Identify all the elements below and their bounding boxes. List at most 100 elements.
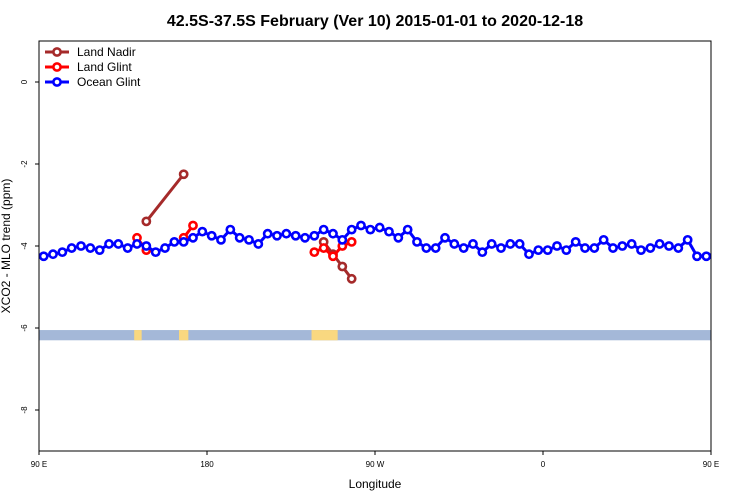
data-point	[94, 245, 105, 255]
data-point	[617, 241, 628, 251]
data-point	[692, 251, 702, 262]
data-point	[272, 230, 282, 241]
data-point	[402, 224, 413, 235]
data-point	[206, 230, 217, 241]
data-point	[122, 243, 133, 253]
data-point	[514, 239, 525, 249]
data-point	[169, 236, 180, 247]
data-point	[188, 220, 198, 231]
data-point	[477, 247, 488, 258]
data-point	[290, 230, 301, 241]
data-point	[253, 239, 264, 249]
x-axis: 90 E 180 90 W 0 90 E	[31, 451, 719, 469]
y-axis-label: XCO2 - MLO trend (ppm)	[0, 179, 13, 314]
data-point	[458, 243, 469, 253]
data-point	[150, 247, 161, 258]
data-point	[328, 251, 338, 262]
data-point	[384, 226, 394, 237]
y-tick-label: -2	[20, 160, 29, 168]
data-point	[160, 243, 170, 253]
legend-marker	[52, 62, 62, 72]
data-point	[533, 245, 544, 255]
data-point	[188, 232, 198, 243]
data-point	[141, 216, 152, 227]
data-point	[701, 251, 712, 262]
data-point	[346, 236, 357, 247]
data-point	[365, 224, 376, 235]
data-point	[337, 261, 348, 272]
data-point	[542, 245, 553, 255]
data-point	[561, 245, 572, 255]
data-point	[673, 243, 684, 253]
data-point	[682, 234, 693, 245]
y-tick-label: -8	[20, 406, 29, 414]
data-point	[346, 224, 357, 235]
data-point	[318, 224, 329, 235]
series-line	[145, 173, 185, 223]
y-tick-label: -4	[20, 242, 29, 250]
x-tick-label: 90 E	[703, 460, 719, 469]
x-tick-label: 90 E	[31, 460, 47, 469]
data-point	[468, 239, 478, 249]
data-point	[197, 226, 208, 237]
data-point	[85, 243, 96, 253]
data-point	[309, 230, 320, 241]
data-point	[346, 273, 357, 284]
data-point	[421, 243, 432, 253]
data-point	[141, 241, 152, 251]
data-point	[225, 224, 236, 235]
data-point	[328, 228, 338, 239]
series-ocean-glint	[38, 220, 712, 262]
data-point	[393, 232, 404, 243]
land-ocean-mask	[39, 330, 711, 341]
data-point	[524, 249, 534, 260]
x-tick-label: 0	[541, 460, 546, 469]
data-point	[356, 220, 366, 231]
data-point	[281, 228, 292, 239]
land-patch	[179, 330, 189, 341]
data-point	[76, 241, 86, 251]
x-axis-label: Longitude	[349, 477, 402, 491]
data-point	[589, 243, 600, 253]
data-point	[48, 249, 58, 260]
legend-label: Land Nadir	[77, 45, 136, 59]
data-point	[300, 232, 310, 243]
data-point	[580, 243, 590, 253]
legend-item: Ocean Glint	[45, 75, 141, 89]
data-point	[262, 228, 273, 239]
data-point	[570, 236, 581, 247]
data-point	[66, 243, 77, 253]
data-point	[654, 239, 665, 249]
data-point	[337, 234, 348, 245]
legend-label: Ocean Glint	[77, 75, 141, 89]
data-point	[636, 245, 646, 255]
data-point	[552, 241, 562, 251]
ocean-band	[39, 330, 711, 341]
y-tick-label: 0	[20, 79, 29, 84]
data-point	[57, 247, 68, 258]
legend-label: Land Glint	[77, 60, 132, 74]
data-point	[496, 243, 506, 253]
data-point	[486, 239, 497, 249]
legend-item: Land Glint	[45, 60, 132, 74]
legend-marker	[52, 47, 62, 57]
data-point	[318, 243, 329, 253]
data-point	[440, 232, 450, 243]
x-tick-label: 90 W	[366, 460, 385, 469]
data-point	[113, 239, 124, 249]
data-point	[664, 241, 674, 251]
legend-marker	[52, 77, 62, 87]
data-point	[244, 234, 254, 245]
data-point	[645, 243, 656, 253]
data-point	[626, 239, 637, 249]
y-axis: 0 -2 -4 -6 -8	[20, 79, 39, 414]
data-point	[104, 239, 114, 249]
x-tick-label: 180	[200, 460, 214, 469]
series-layer	[38, 169, 712, 284]
data-point	[608, 243, 618, 253]
land-patch	[311, 330, 338, 341]
data-point	[505, 239, 516, 249]
data-point	[178, 169, 189, 180]
